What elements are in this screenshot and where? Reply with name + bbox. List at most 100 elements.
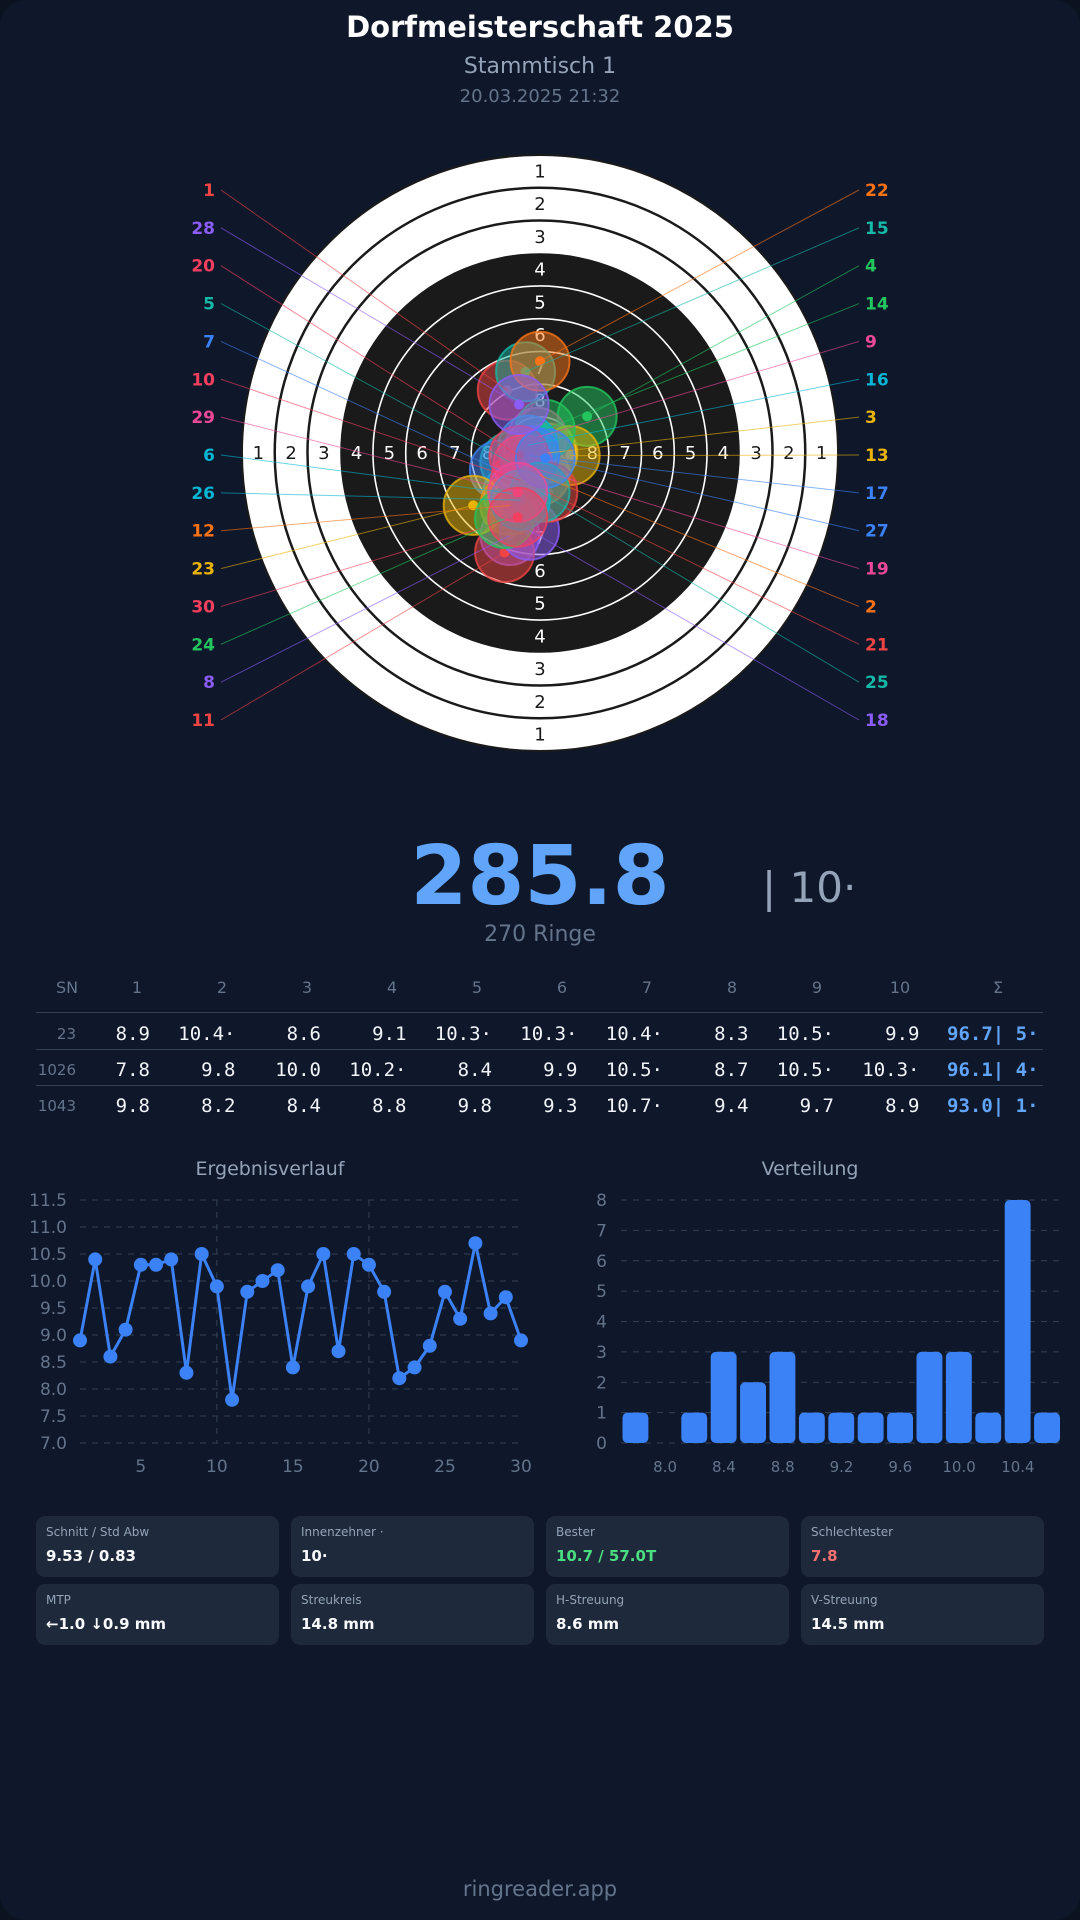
serial-number: 1043	[37, 1097, 76, 1115]
shot-leader-line	[529, 529, 860, 721]
shot-value: 10.5·	[776, 1059, 834, 1081]
stat-card: Innenzehner · 10·	[291, 1516, 534, 1577]
x-tick-label: 9.6	[888, 1458, 912, 1476]
shot-value: 10.3·	[434, 1023, 492, 1045]
stat-label: H-Streuung	[556, 1593, 625, 1607]
shot-number: 13	[865, 446, 889, 466]
shot-leader-line	[537, 340, 860, 438]
shot-number: 4	[865, 257, 877, 277]
column-header: SN	[55, 978, 79, 997]
shot-value: 7.8	[115, 1059, 150, 1081]
stat-value: 10·	[301, 1547, 328, 1565]
histogram-bar	[887, 1412, 913, 1443]
data-point	[164, 1252, 179, 1267]
data-point	[468, 1236, 483, 1251]
shot-number: 17	[865, 484, 889, 504]
shot-value: 8.3	[714, 1023, 749, 1045]
ring-label: 1	[253, 443, 264, 464]
shot-number: 7	[203, 332, 215, 352]
data-point	[483, 1306, 498, 1321]
shot-leader-line	[220, 265, 520, 457]
shot-leader-line	[220, 504, 474, 570]
shot-value: 9.9	[885, 1023, 920, 1045]
table-row[interactable]: 1043 9.8 8.2 8.4 8.8 9.8 9.3 10.7· 9.4 9.7 8.9 93.0…	[36, 1088, 1043, 1124]
stat-value: ←1.0 ↓0.9 mm	[46, 1615, 166, 1633]
shot-value: 8.9	[885, 1095, 920, 1117]
data-point	[179, 1365, 194, 1380]
table-row[interactable]: 23 8.9 10.4· 8.6 9.1 10.3· 10.3· 10.4· 8.3 10.5· 9…	[36, 1016, 1043, 1052]
x-tick-label: 9.2	[830, 1458, 854, 1476]
ring-label: 4	[534, 626, 545, 647]
shot-leader-line	[522, 464, 860, 570]
shot-number: 11	[191, 711, 215, 731]
shot-leader-line	[220, 189, 508, 391]
shooting-target: 1111222233334444555566667777888812820571…	[191, 153, 889, 753]
shot-leader-line	[525, 227, 860, 373]
shot-number: 16	[865, 370, 889, 390]
shot-value: 10.2·	[349, 1059, 407, 1081]
data-point	[194, 1247, 209, 1261]
data-point	[103, 1349, 118, 1364]
y-tick-label: 3	[596, 1343, 607, 1363]
ring-label: 6	[534, 561, 545, 582]
shot-value: 9.1	[372, 1023, 407, 1045]
column-header: 9	[811, 978, 823, 997]
shot-number: 26	[191, 484, 215, 504]
shot-leader-line	[547, 416, 860, 454]
column-header: 2	[216, 978, 228, 997]
shot-leader-line	[545, 457, 860, 532]
stat-value: 7.8	[811, 1547, 838, 1565]
shot-number: 2	[865, 597, 877, 617]
series-sum: 93.0| 1·	[947, 1095, 1039, 1117]
stat-card: MTP ←1.0 ↓0.9 mm	[36, 1584, 279, 1645]
shot-leader-line	[539, 491, 860, 683]
ring-label: 5	[534, 594, 545, 615]
x-tick-label: 8.8	[771, 1458, 795, 1476]
ring-label: 2	[534, 692, 545, 713]
stat-card: H-Streuung 8.6 mm	[546, 1584, 789, 1645]
stat-value: 14.8 mm	[301, 1615, 375, 1633]
ring-label: 5	[384, 443, 395, 464]
shot-leader-line	[547, 491, 860, 645]
column-header: 6	[556, 978, 568, 997]
ring-label: 4	[351, 443, 362, 464]
footer-brand[interactable]: ringreader.app	[462, 1877, 618, 1901]
shot-leader-line	[528, 378, 860, 446]
stat-value: 8.6 mm	[556, 1615, 620, 1633]
shot-number: 27	[865, 522, 889, 542]
shot-number: 28	[191, 219, 215, 239]
histogram-bar	[798, 1412, 825, 1443]
shot-value: 10.7·	[605, 1095, 663, 1117]
y-tick-label: 7	[596, 1221, 607, 1241]
shot-value: 9.7	[799, 1095, 834, 1117]
serial-number: 23	[56, 1025, 76, 1043]
total-score: 285.8	[410, 829, 670, 924]
stat-label: Schlechtester	[811, 1525, 894, 1539]
data-point	[514, 1333, 528, 1348]
shot-number: 25	[865, 673, 889, 693]
stat-label: Innenzehner ·	[301, 1525, 384, 1539]
data-point	[118, 1322, 133, 1337]
ring-label: 6	[652, 443, 663, 464]
shot-leader-line	[220, 492, 521, 501]
data-point	[346, 1247, 361, 1261]
y-tick-label: 5	[596, 1282, 607, 1302]
histogram-bar	[769, 1351, 796, 1443]
divider	[36, 1012, 1043, 1013]
table-row[interactable]: 1026 7.8 9.8 10.0 10.2· 8.4 9.9 10.5· 8.7 10.5· 10…	[36, 1052, 1043, 1088]
column-header: Σ	[992, 978, 1004, 997]
data-point	[331, 1344, 346, 1359]
stat-card: V-Streuung 14.5 mm	[801, 1584, 1044, 1645]
shot-number: 22	[865, 181, 889, 201]
shot-number: 5	[203, 295, 215, 315]
histogram-bar	[740, 1382, 766, 1443]
shot-leader-line	[529, 455, 860, 494]
shot-leader-line	[539, 189, 860, 362]
shot-value: 8.2	[201, 1095, 236, 1117]
ring-6	[404, 317, 676, 589]
ring-label: 3	[750, 443, 761, 464]
ring-label: 3	[534, 659, 545, 680]
shot-number: 1	[203, 181, 215, 201]
data-point	[407, 1360, 422, 1375]
column-header: 8	[726, 978, 738, 997]
